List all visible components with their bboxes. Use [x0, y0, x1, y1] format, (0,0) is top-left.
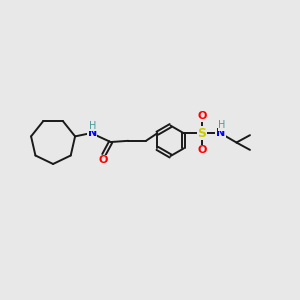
Text: N: N [88, 128, 97, 138]
Text: O: O [197, 111, 207, 121]
Text: N: N [216, 128, 225, 138]
Text: O: O [99, 155, 108, 165]
Text: O: O [197, 146, 207, 155]
Text: H: H [218, 120, 225, 130]
Text: H: H [89, 121, 96, 130]
Text: S: S [198, 127, 207, 140]
